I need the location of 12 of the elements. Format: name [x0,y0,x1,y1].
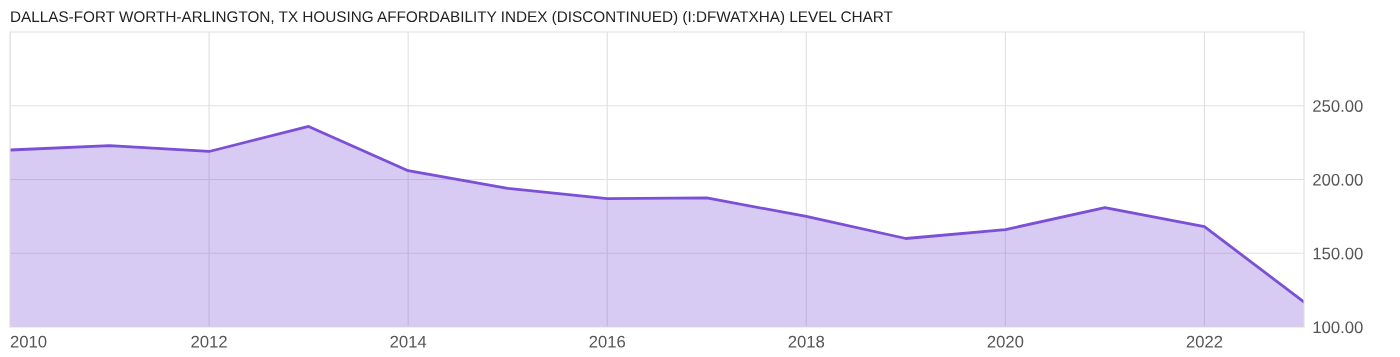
y-tick-label: 100.00 [1313,321,1363,334]
x-tick-label: 2018 [788,335,825,348]
x-tick-label: 2010 [10,335,47,348]
x-tick-label: 2014 [390,335,427,348]
y-tick-label: 250.00 [1313,100,1363,112]
y-tick-label: 200.00 [1313,173,1363,186]
x-tick-label: 2016 [589,335,626,348]
x-tick-label: 2020 [987,335,1024,348]
chart-title: DALLAS-FORT WORTH-ARLINGTON, TX HOUSING AFFORDABILITY INDEX (DISCONTINUED) (I:DFWATXHA) LEVEL CHART [11,10,893,26]
x-tick-label: 2022 [1186,335,1223,348]
x-tick-label: 2012 [191,335,227,348]
y-tick-label: 150.00 [1313,247,1363,260]
